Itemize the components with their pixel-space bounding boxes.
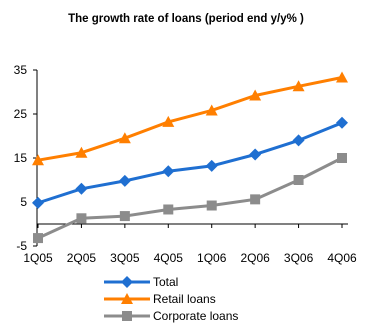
series-line-total <box>37 121 343 205</box>
y-tick-label: -5 <box>16 239 27 253</box>
legend-label: Corporate loans <box>153 309 238 323</box>
x-tick-label: 2Q05 <box>67 251 97 265</box>
data-point-retail-loans <box>292 80 305 92</box>
data-point-corporate-loans <box>33 233 43 244</box>
data-point-total <box>292 134 305 147</box>
data-point-retail-loans <box>75 146 88 158</box>
legend-item-retail-loans: Retail loans <box>104 292 216 306</box>
x-tick-label: 4Q06 <box>327 251 357 265</box>
y-tick-label: 25 <box>14 107 28 121</box>
y-tick-label: 35 <box>14 63 28 77</box>
data-point-retail-loans <box>205 104 218 116</box>
data-point-total <box>205 159 218 172</box>
series-line-retail-loans <box>37 76 343 162</box>
y-tick-label: 15 <box>14 151 28 165</box>
data-point-total <box>162 165 175 178</box>
x-tick-label: 2Q06 <box>240 251 270 265</box>
data-point-retail-loans <box>336 71 348 83</box>
x-tick-label: 3Q06 <box>284 251 314 265</box>
data-point-total <box>118 174 131 187</box>
legend-label: Retail loans <box>153 292 216 306</box>
legend-marker <box>121 276 133 288</box>
data-point-retail-loans <box>162 115 175 127</box>
data-point-corporate-loans <box>206 200 217 211</box>
x-tick-label: 3Q05 <box>110 251 140 265</box>
data-point-retail-loans <box>32 154 44 166</box>
legend-marker <box>122 311 132 321</box>
data-point-corporate-loans <box>293 175 304 185</box>
data-point-retail-loans <box>118 132 131 144</box>
data-point-total <box>336 116 348 129</box>
x-tick-label: 1Q05 <box>23 251 53 265</box>
y-tick-label: 5 <box>20 195 27 209</box>
series-corporate-loans <box>33 153 347 244</box>
legend-marker <box>121 293 133 304</box>
series-layer <box>32 71 348 244</box>
x-tick-label: 4Q05 <box>154 251 184 265</box>
chart-title: The growth rate of loans (period end y/y… <box>68 13 304 25</box>
data-point-corporate-loans <box>250 194 261 205</box>
series-line-corporate-loans <box>37 156 343 240</box>
data-point-corporate-loans <box>337 153 347 163</box>
legend-item-total: Total <box>104 275 178 289</box>
legend-label: Total <box>153 275 178 289</box>
data-point-corporate-loans <box>76 213 87 224</box>
legend: Total Retail loans Corporate loans <box>104 275 238 323</box>
data-point-retail-loans <box>249 89 262 101</box>
series-total <box>32 116 348 209</box>
data-point-total <box>249 148 262 161</box>
x-tick-label: 1Q06 <box>197 251 227 265</box>
data-point-total <box>75 182 88 195</box>
data-point-corporate-loans <box>119 211 130 222</box>
data-point-corporate-loans <box>163 204 174 215</box>
data-point-total <box>32 196 44 209</box>
axes: -5 5 15 25 35 1Q05 2Q05 3Q05 4Q05 1Q06 2Q06 3Q06 4Q0… <box>14 63 357 265</box>
legend-item-corporate-loans: Corporate loans <box>104 309 238 323</box>
series-retail-loans <box>32 71 348 166</box>
